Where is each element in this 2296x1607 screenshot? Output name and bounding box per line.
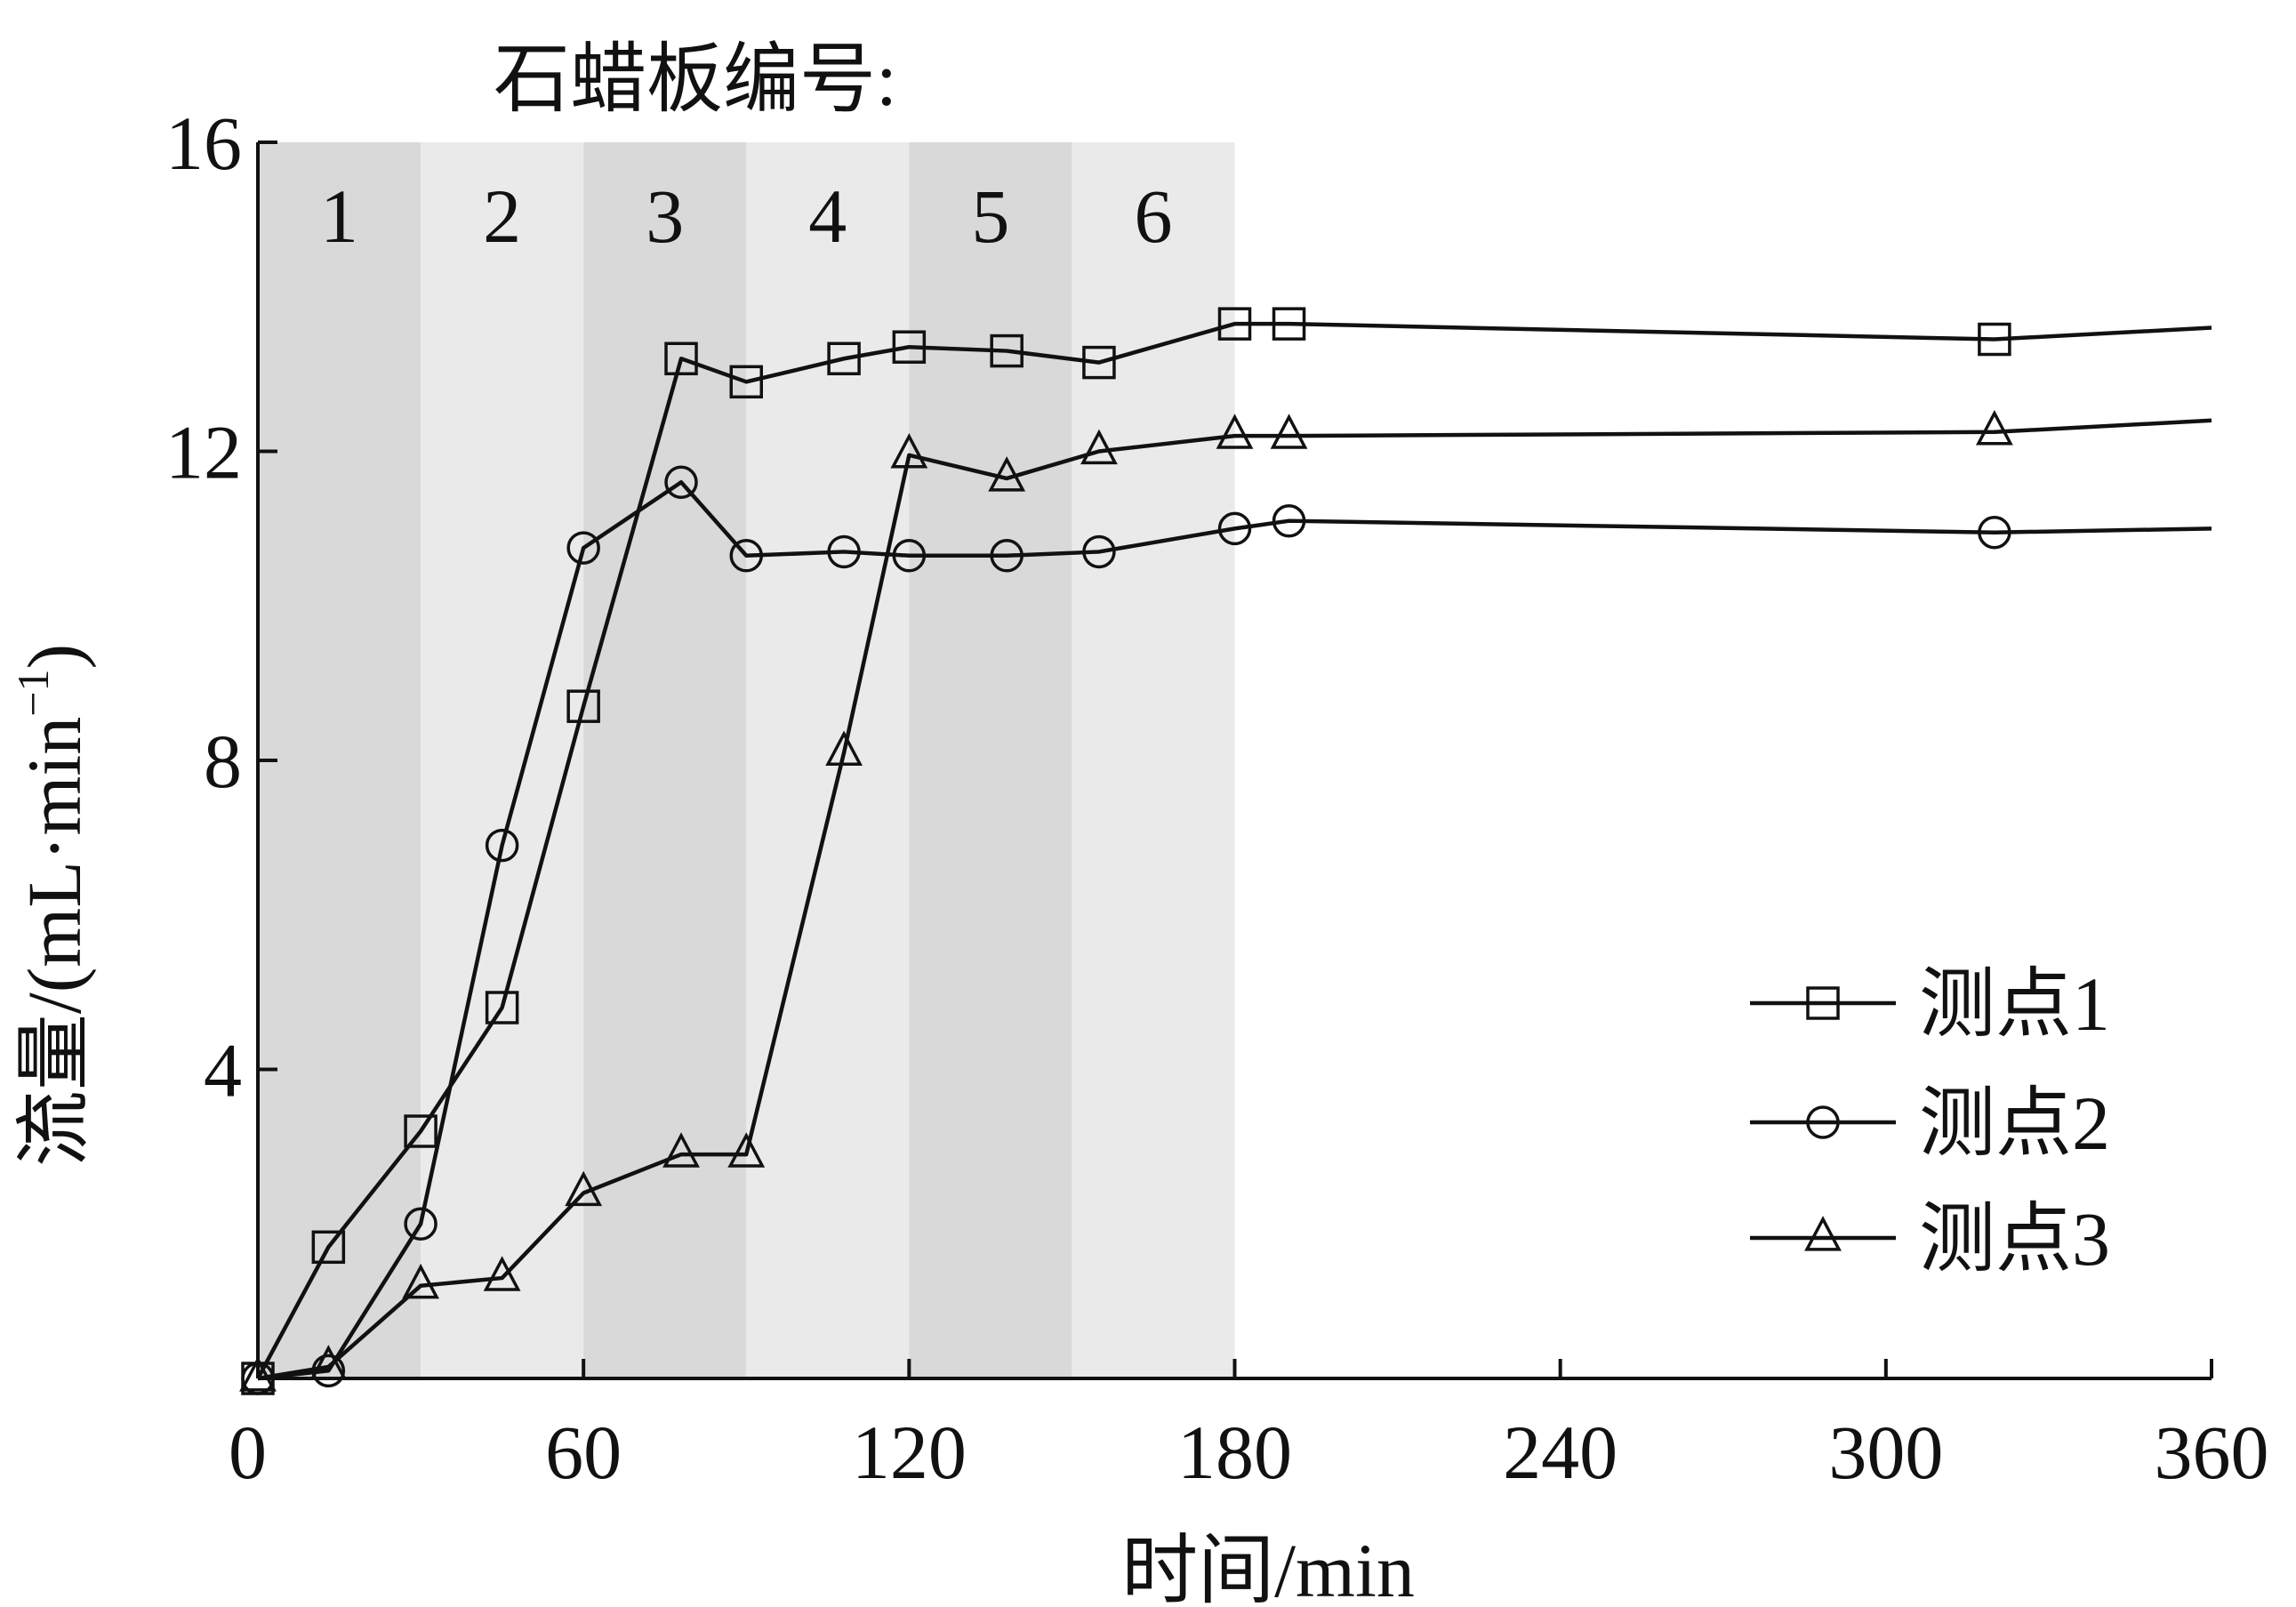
legend-marker-circle	[1806, 1105, 1840, 1139]
data-point-circle	[485, 828, 519, 863]
data-point-square	[1978, 322, 2011, 357]
band-label: 3	[646, 173, 684, 259]
legend-item: 测点1	[1750, 961, 2110, 1047]
data-point-triangle	[1270, 414, 1308, 449]
legend-marker-square	[1806, 986, 1840, 1020]
band-1	[258, 142, 421, 1378]
data-point-triangle	[483, 1256, 521, 1291]
data-point-circle	[1217, 511, 1252, 546]
data-point-square	[827, 341, 861, 375]
band-3	[583, 142, 747, 1378]
data-point-square	[1272, 307, 1306, 341]
data-point-circle	[1082, 534, 1116, 569]
legend-label: 测点2	[1919, 1081, 2110, 1166]
data-point-square	[892, 330, 927, 364]
data-point-square	[404, 1114, 438, 1148]
series-line	[257, 480, 2212, 1381]
y-axis-label: 流量/(mL·min−1)	[8, 644, 97, 1167]
data-point-triangle	[239, 1356, 277, 1392]
data-point-square	[1217, 307, 1252, 341]
data-point-triangle	[662, 1132, 700, 1168]
data-point-triangle	[309, 1345, 348, 1380]
data-point-circle	[1978, 515, 2011, 550]
chart-title: 石蜡板编号:	[494, 36, 897, 122]
y-axis-label-main: 流量/(mL·min	[12, 717, 97, 1167]
x-tick-label: 120	[852, 1410, 967, 1495]
x-tick-label: 240	[1503, 1410, 1618, 1495]
band-2	[421, 142, 584, 1378]
data-point-square	[729, 365, 763, 399]
data-point-triangle	[988, 456, 1026, 492]
series-layer	[239, 307, 2212, 1395]
legend-item: 测点3	[1750, 1196, 2110, 1282]
band-label: 5	[971, 173, 1009, 259]
band-label: 4	[808, 173, 847, 259]
data-point-triangle	[825, 730, 863, 766]
data-point-square	[664, 341, 698, 375]
band-6	[1072, 142, 1235, 1378]
x-tick-label: 300	[1828, 1410, 1943, 1495]
legend-label: 测点3	[1919, 1196, 2110, 1282]
legend-marker-triangle	[1804, 1216, 1842, 1251]
y-tick-label: 12	[165, 410, 242, 495]
data-point-circle	[827, 534, 861, 569]
data-point-circle	[241, 1362, 275, 1395]
legend-item: 测点2	[1750, 1081, 2110, 1166]
data-point-square	[566, 689, 600, 723]
band-5	[909, 142, 1072, 1378]
data-point-triangle	[1216, 414, 1254, 449]
y-tick-label: 16	[165, 100, 242, 186]
legend: 测点1 测点2 测点3	[1750, 961, 2110, 1282]
x-tick-label: 360	[2155, 1410, 2269, 1495]
data-point-square	[485, 991, 519, 1024]
x-tick-label: 60	[545, 1410, 622, 1495]
data-point-circle	[566, 531, 600, 565]
band-label: 6	[1134, 173, 1172, 259]
data-point-triangle	[402, 1263, 439, 1299]
band-layer	[258, 142, 1235, 1378]
data-point-square	[990, 333, 1024, 368]
data-point-square	[311, 1230, 346, 1265]
data-point-square	[1082, 345, 1116, 380]
data-point-circle	[1272, 503, 1306, 538]
x-tick-label: 0	[229, 1410, 267, 1495]
data-point-triangle	[890, 433, 928, 469]
series-2	[241, 465, 2212, 1395]
y-tick-label: 4	[204, 1028, 242, 1113]
x-tick-label: 180	[1177, 1410, 1292, 1495]
data-point-triangle	[1080, 429, 1118, 465]
band-label: 2	[483, 173, 521, 259]
data-point-circle	[990, 539, 1024, 573]
y-tick-label: 8	[204, 719, 242, 804]
y-axis-label-exponent: −1	[8, 670, 58, 717]
data-point-circle	[892, 539, 927, 573]
data-point-circle	[404, 1207, 438, 1241]
data-point-circle	[729, 539, 763, 573]
data-point-triangle	[727, 1132, 766, 1168]
x-axis-label: 时间/min	[1121, 1528, 1415, 1607]
data-point-triangle	[565, 1170, 603, 1207]
data-point-circle	[664, 465, 698, 499]
band-label: 1	[320, 173, 358, 259]
band-4	[746, 142, 910, 1378]
series-3	[239, 409, 2212, 1392]
legend-label: 测点1	[1919, 961, 2110, 1047]
data-point-triangle	[1975, 409, 2013, 446]
y-axis-label-close: )	[12, 644, 97, 670]
series-line	[257, 418, 2212, 1381]
band-label-layer: 1 2 3 4 5 6	[320, 173, 1172, 259]
